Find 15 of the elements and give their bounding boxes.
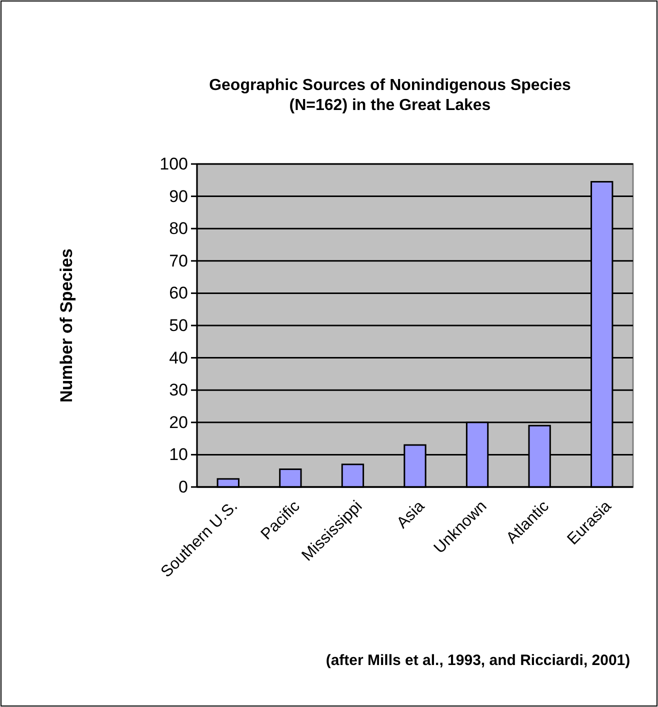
y-tick-label: 80 [169,219,188,238]
y-tick-label: 0 [178,477,188,496]
y-tick-label: 60 [169,284,188,303]
text: (after Mills et al., 1993, and Ricciardi, 2001) [326,652,630,669]
y-tick-label: 100 [160,154,188,174]
y-tick-label: 10 [169,445,188,464]
chart-title: Geographic Sources of Nonindigenous Species (N=162) in the Great Lakes [209,77,572,114]
y-tick-label: 20 [169,412,188,432]
x-tick-label: Asia [394,498,428,532]
y-tick-label: 50 [169,316,188,335]
y-tick-label: 90 [169,186,188,206]
y-tick-label: 30 [169,380,188,400]
y-tick-label: 40 [169,348,188,368]
y-tick-label: 70 [169,251,188,270]
y-axis-title: Number of Species [57,248,76,402]
